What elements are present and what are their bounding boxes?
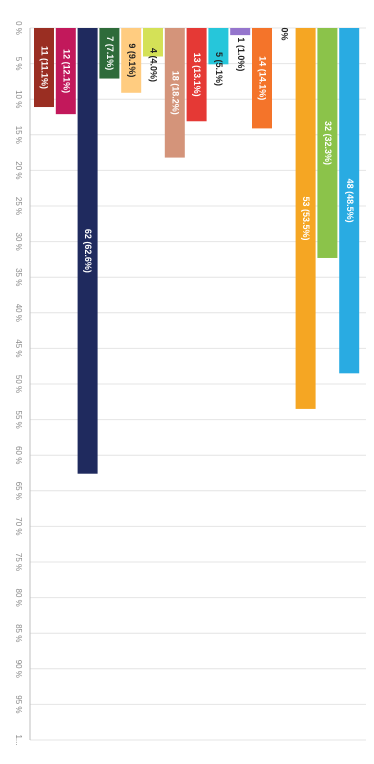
bar <box>208 28 229 65</box>
data-label: 32 (32.3%) <box>323 121 333 165</box>
tick-label: 60 % <box>14 446 23 464</box>
tick-label: 25 % <box>14 197 23 215</box>
bar <box>339 28 360 374</box>
bar <box>164 28 185 158</box>
bar <box>295 28 316 409</box>
tick-label: 20 % <box>14 161 23 179</box>
bar <box>99 28 120 79</box>
bars <box>34 28 360 474</box>
data-label: 53 (53.5%) <box>301 196 311 240</box>
data-label: 62 (62.6%) <box>83 229 93 273</box>
bar <box>34 28 54 108</box>
data-label: 7 (7.1%) <box>105 36 115 70</box>
tick-label: 5 % <box>14 57 23 71</box>
data-label: 4 (4.0%) <box>149 48 159 82</box>
tick-label: 80 % <box>14 588 23 606</box>
data-label: 14 (14.1%) <box>258 56 268 100</box>
data-label: 13 (13.1%) <box>192 53 202 97</box>
tick-label: 15 % <box>14 126 23 144</box>
tick-label: 70 % <box>14 517 23 535</box>
bar <box>121 28 142 93</box>
data-label: 48 (48.5%) <box>345 179 355 223</box>
data-label: 9 (9.1%) <box>127 43 137 77</box>
bar <box>143 28 163 57</box>
bar <box>186 28 207 122</box>
tick-label: 95 % <box>14 695 23 713</box>
tick-label: 40 % <box>14 304 23 322</box>
tick-label: 55 % <box>14 410 23 428</box>
data-label: 18 (18.2%) <box>170 71 180 115</box>
data-label: 1 (1.0%) <box>236 37 246 71</box>
tick-label: 85 % <box>14 624 23 642</box>
tick-label: 90 % <box>14 660 23 678</box>
data-label: 11 (11.1%) <box>40 46 50 89</box>
tick-label: 75 % <box>14 553 23 571</box>
tick-label: 65 % <box>14 482 23 500</box>
tick-label: 45 % <box>14 339 23 357</box>
bar <box>230 28 251 36</box>
data-labels: 11 (11.1%) 12 (12.1%) 62 (62.6%) 7 (7.1%) 9 … <box>40 27 355 272</box>
tick-label: 35 % <box>14 268 23 286</box>
data-label: 0% <box>279 27 289 40</box>
tick-label: 0 % <box>14 21 23 35</box>
tick-label: 10 % <box>14 90 23 108</box>
data-label: 5 (5.1%) <box>214 52 224 86</box>
bar <box>55 28 76 115</box>
bar <box>317 28 338 258</box>
tick-label: 50 % <box>14 375 23 393</box>
bar <box>77 28 98 474</box>
tick-label: 1... <box>14 734 23 745</box>
value-axis-ticks: 0 % 5 % 10 % 15 % 20 % 25 % 30 % 35 % 40 % 45 % 50… <box>14 21 23 745</box>
tick-label: 30 % <box>14 232 23 250</box>
data-label: 12 (12.1%) <box>61 49 71 93</box>
bar <box>252 28 272 129</box>
